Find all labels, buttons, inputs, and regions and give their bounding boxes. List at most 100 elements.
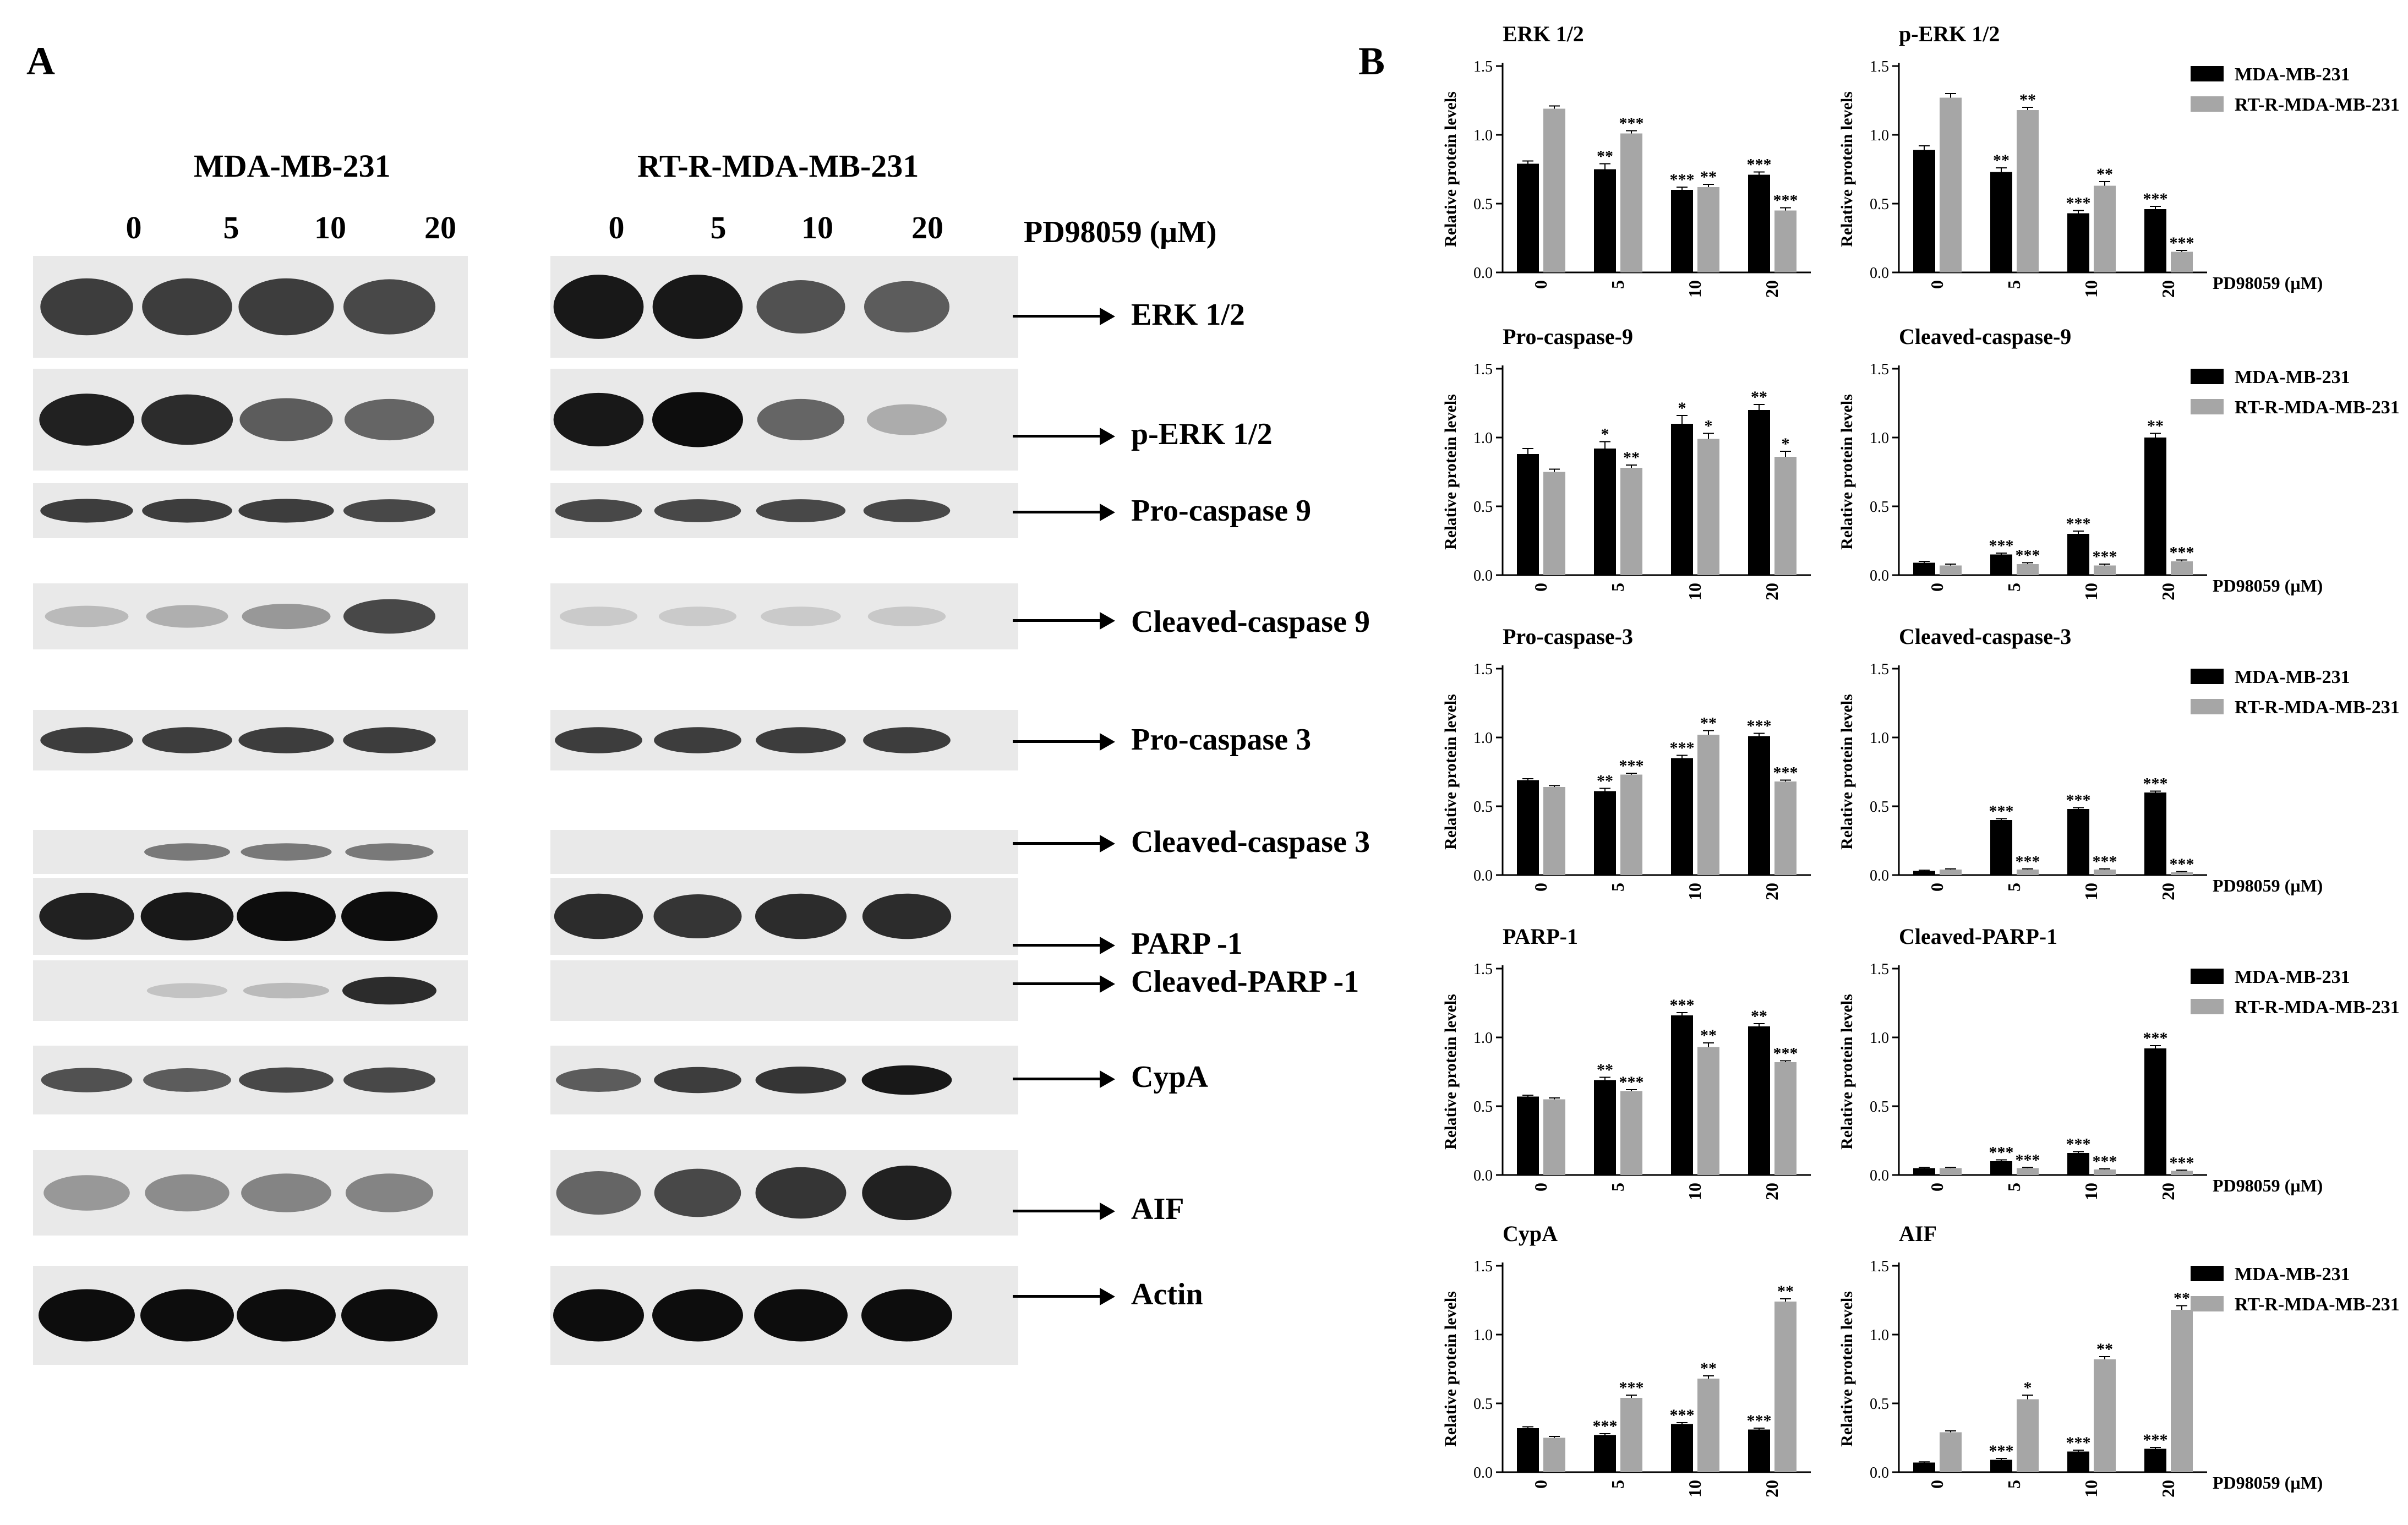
y-tick-label: 1.5 xyxy=(1870,58,1889,75)
significance-marker: ** xyxy=(1751,1007,1767,1025)
bar xyxy=(1594,449,1616,575)
blot-band xyxy=(343,279,436,335)
y-tick-label: 1.5 xyxy=(1473,661,1493,678)
band-arrow xyxy=(1013,835,1115,852)
blot-band xyxy=(345,843,434,861)
blot-band xyxy=(754,1289,848,1342)
y-tick-label: 1.0 xyxy=(1473,1327,1493,1344)
legend-label: RT-R-MDA-MB-231 xyxy=(2235,997,2400,1018)
blot-band xyxy=(861,1289,952,1342)
bar xyxy=(1517,780,1539,875)
chart-title: Cleaved-caspase-3 xyxy=(1899,624,2071,649)
blot-band xyxy=(344,398,435,441)
bar xyxy=(1620,774,1642,875)
membrane-background xyxy=(33,1150,468,1236)
y-tick-label: 0.5 xyxy=(1870,1098,1889,1116)
y-tick-label: 0.5 xyxy=(1870,799,1889,816)
bar xyxy=(1543,1437,1565,1472)
blot-strip xyxy=(33,710,1018,770)
significance-marker: *** xyxy=(1670,739,1695,757)
bar xyxy=(1697,1047,1719,1175)
x-tick-label: 20 xyxy=(2158,583,2178,600)
chart-title: p-ERK 1/2 xyxy=(1899,21,2000,46)
legend-label: MDA-MB-231 xyxy=(2235,967,2350,987)
western-blot-panel: MDA-MB-231 RT-R-MDA-MB-231 0 5 10 20 0 5… xyxy=(33,148,1370,1365)
bar xyxy=(1774,1062,1797,1175)
blot-band xyxy=(141,394,233,445)
y-tick-label: 0.0 xyxy=(1870,1167,1889,1184)
bar xyxy=(1594,169,1616,272)
x-tick-label: 20 xyxy=(1762,1480,1782,1497)
y-axis-label: Relative protein levels xyxy=(1441,994,1460,1150)
y-axis-label: Relative protein levels xyxy=(1441,91,1460,247)
y-tick-label: 1.5 xyxy=(1473,1258,1493,1275)
x-tick-label: 10 xyxy=(1685,280,1705,298)
blot-band xyxy=(756,280,845,334)
significance-marker: * xyxy=(1705,417,1713,435)
bar xyxy=(2144,209,2166,272)
legend-label: RT-R-MDA-MB-231 xyxy=(2235,95,2400,115)
bar xyxy=(1517,1096,1539,1175)
x-tick-label: 10 xyxy=(1685,883,1705,900)
y-tick-label: 1.5 xyxy=(1870,661,1889,678)
x-tick-label: 0 xyxy=(1927,883,1947,892)
bar xyxy=(1774,1302,1797,1472)
blot-band xyxy=(142,727,232,753)
bar xyxy=(2094,565,2116,575)
blot-band xyxy=(652,275,743,339)
bar xyxy=(1913,562,1935,575)
significance-marker: *** xyxy=(1619,1379,1644,1397)
legend-label: RT-R-MDA-MB-231 xyxy=(2235,397,2400,418)
blot-band xyxy=(652,1289,743,1342)
bar xyxy=(1697,439,1719,575)
blot-band xyxy=(142,499,232,523)
y-tick-label: 0.0 xyxy=(1473,265,1493,282)
blot-band xyxy=(867,606,946,626)
y-tick-label: 0.5 xyxy=(1870,499,1889,516)
blot-strip xyxy=(33,1266,1018,1365)
bar xyxy=(2017,1399,2039,1472)
blot-band xyxy=(145,1174,230,1212)
blot-band xyxy=(863,727,951,753)
x-tick-label: 20 xyxy=(2158,883,2178,900)
bar xyxy=(2094,1359,2116,1472)
x-tick-label: 10 xyxy=(2081,1183,2101,1200)
significance-marker: ** xyxy=(1777,1282,1794,1300)
y-tick-label: 1.0 xyxy=(1870,1030,1889,1047)
blot-band xyxy=(862,1165,952,1221)
blot-band xyxy=(555,727,642,753)
bar xyxy=(2017,110,2039,272)
x-tick-label: 20 xyxy=(1762,883,1782,900)
significance-marker: * xyxy=(1678,399,1686,417)
band-label: Actin xyxy=(1131,1277,1203,1311)
bar xyxy=(2144,792,2166,875)
bar xyxy=(1990,1460,2012,1472)
bar xyxy=(1940,870,1962,875)
y-tick-label: 1.0 xyxy=(1473,127,1493,144)
legend-label: RT-R-MDA-MB-231 xyxy=(2235,697,2400,718)
bar xyxy=(1620,468,1642,575)
x-axis-label: PD98059 (μM) xyxy=(2213,876,2323,895)
bar xyxy=(1913,1462,1935,1472)
significance-marker: ** xyxy=(1623,449,1640,467)
blot-strip xyxy=(33,369,1018,471)
legend-swatch xyxy=(2191,699,2224,714)
bar xyxy=(2171,252,2193,272)
blot-band xyxy=(238,727,334,753)
significance-marker: *** xyxy=(1989,1442,2014,1460)
blot-band xyxy=(241,1173,331,1212)
band-label: ERK 1/2 xyxy=(1131,298,1245,332)
bar xyxy=(2171,561,2193,575)
membrane-background xyxy=(550,830,1018,874)
legend-swatch xyxy=(2191,999,2224,1014)
bar xyxy=(1913,871,1935,875)
band-label: Pro-caspase 3 xyxy=(1131,723,1312,757)
bar xyxy=(1940,97,1962,272)
legend-label: MDA-MB-231 xyxy=(2235,1264,2350,1285)
x-axis-label: PD98059 (μM) xyxy=(2213,1473,2323,1493)
blot-band xyxy=(653,894,742,939)
y-tick-label: 1.0 xyxy=(1870,1327,1889,1344)
band-arrow xyxy=(1013,428,1115,445)
significance-marker: *** xyxy=(1747,156,1772,174)
significance-marker: ** xyxy=(1597,772,1613,790)
